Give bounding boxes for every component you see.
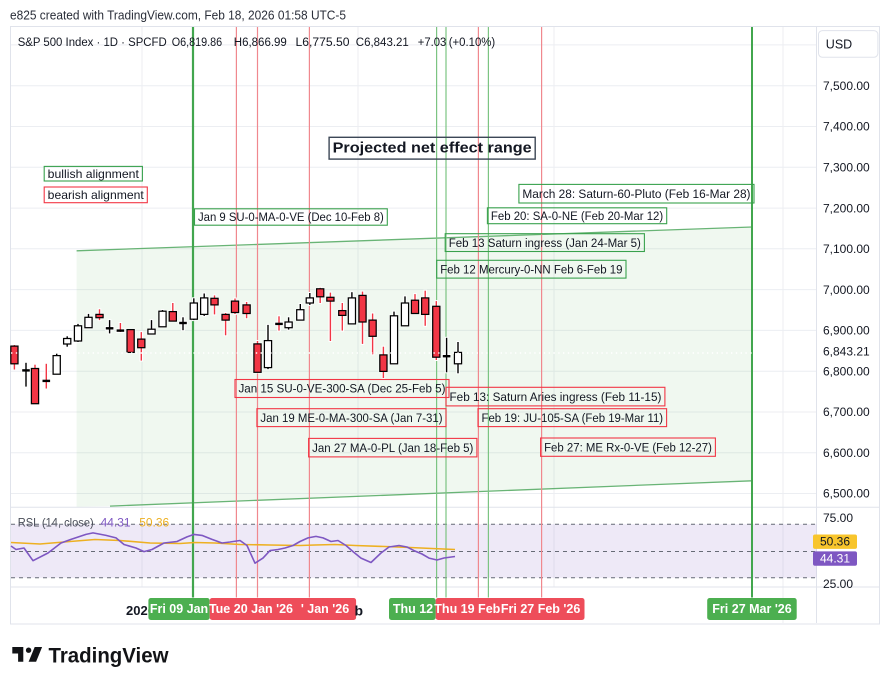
- svg-text:7,200.00: 7,200.00: [823, 201, 870, 215]
- svg-text:Tue 20 Jan '26: Tue 20 Jan '26: [209, 602, 293, 616]
- svg-text:Thu 12: Thu 12: [393, 602, 433, 616]
- svg-text:6,900.00: 6,900.00: [823, 324, 870, 338]
- svg-text:Feb 27: ME Rx-0-VE (Feb 12-27): Feb 27: ME Rx-0-VE (Feb 12-27): [544, 440, 712, 454]
- svg-text:Fri 09 Jan: Fri 09 Jan: [150, 602, 208, 616]
- svg-text:Fri 27 Mar '26: Fri 27 Mar '26: [712, 602, 791, 616]
- svg-text:44.31: 44.31: [820, 552, 850, 566]
- svg-text:H6,866.99: H6,866.99: [234, 35, 287, 49]
- svg-text:Feb 12 Mercury-0-NN Feb 6-Feb: Feb 12 Mercury-0-NN Feb 6-Feb 19: [440, 262, 622, 276]
- svg-text:50.36: 50.36: [820, 535, 850, 549]
- svg-text:44.31: 44.31: [101, 516, 131, 530]
- svg-text:7,100.00: 7,100.00: [823, 242, 870, 256]
- svg-text:75.00: 75.00: [823, 511, 853, 525]
- svg-text:7,500.00: 7,500.00: [823, 79, 870, 93]
- svg-text:b: b: [355, 603, 364, 619]
- svg-text:e825 created with TradingView.: e825 created with TradingView.com, Feb 1…: [10, 8, 346, 23]
- svg-text:Thu 19 Feb: Thu 19 Feb: [434, 602, 500, 616]
- svg-text:March 28: Saturn-60-Pluto (Feb: March 28: Saturn-60-Pluto (Feb 16-Mar 28…: [522, 187, 750, 201]
- svg-text:O6,819.86: O6,819.86: [172, 35, 223, 49]
- svg-text:Jan 9 SU-0-MA-0-VE (Dec 10-Feb: Jan 9 SU-0-MA-0-VE (Dec 10-Feb 8): [198, 210, 384, 224]
- svg-text:Feb 20: SA-0-NE (Feb 20-Mar 12: Feb 20: SA-0-NE (Feb 20-Mar 12): [491, 209, 663, 223]
- svg-text:2026: 2026: [126, 603, 155, 618]
- svg-text:Jan 15 SU-0-VE-300-SA (Dec 25-: Jan 15 SU-0-VE-300-SA (Dec 25-Feb 5): [239, 382, 446, 396]
- svg-text:7,300.00: 7,300.00: [823, 161, 870, 175]
- svg-text:bearish alignment: bearish alignment: [48, 188, 145, 202]
- svg-text:Projected net effect range: Projected net effect range: [333, 139, 532, 156]
- svg-text:50.36: 50.36: [139, 516, 169, 530]
- svg-text:6,843.21: 6,843.21: [823, 344, 870, 358]
- svg-text:Fri 27 Feb '26: Fri 27 Feb '26: [501, 602, 580, 616]
- svg-text:bullish alignment: bullish alignment: [48, 167, 140, 181]
- svg-text:6,800.00: 6,800.00: [823, 364, 870, 378]
- svg-text:RSL (14, close): RSL (14, close): [18, 516, 94, 530]
- svg-text:+7.03: +7.03: [418, 35, 447, 49]
- svg-text:TradingView: TradingView: [49, 644, 170, 667]
- svg-text:S&P 500 Index · 1D · SPCFD: S&P 500 Index · 1D · SPCFD: [18, 35, 167, 49]
- svg-text:Feb 13 Saturn ingress (Jan 24-: Feb 13 Saturn ingress (Jan 24-Mar 5): [449, 236, 641, 250]
- svg-text:6,700.00: 6,700.00: [823, 405, 870, 419]
- svg-text:C6,843.21: C6,843.21: [356, 35, 409, 49]
- svg-text:6,500.00: 6,500.00: [823, 487, 870, 501]
- svg-text:7,000.00: 7,000.00: [823, 283, 870, 297]
- svg-text:L6,775.50: L6,775.50: [296, 35, 350, 49]
- svg-text:Feb 19: JU-105-SA (Feb 19-Mar: Feb 19: JU-105-SA (Feb 19-Mar 11): [482, 411, 664, 425]
- svg-text:6,600.00: 6,600.00: [823, 446, 870, 460]
- svg-text:(+0.10%): (+0.10%): [449, 35, 496, 49]
- svg-text:Jan 27 MA-0-PL (Jan 18-Feb 5): Jan 27 MA-0-PL (Jan 18-Feb 5): [312, 441, 473, 455]
- svg-text:7,400.00: 7,400.00: [823, 120, 870, 134]
- svg-text:Jan 19 ME-0-MA-300-SA (Jan 7-3: Jan 19 ME-0-MA-300-SA (Jan 7-31): [260, 411, 442, 425]
- svg-text:Feb 13: Saturn Aries ingress (: Feb 13: Saturn Aries ingress (Feb 11-15): [450, 390, 662, 404]
- svg-text:USD: USD: [826, 38, 852, 52]
- svg-text:25.00: 25.00: [823, 577, 853, 591]
- svg-text:' Jan '26: ' Jan '26: [301, 602, 349, 616]
